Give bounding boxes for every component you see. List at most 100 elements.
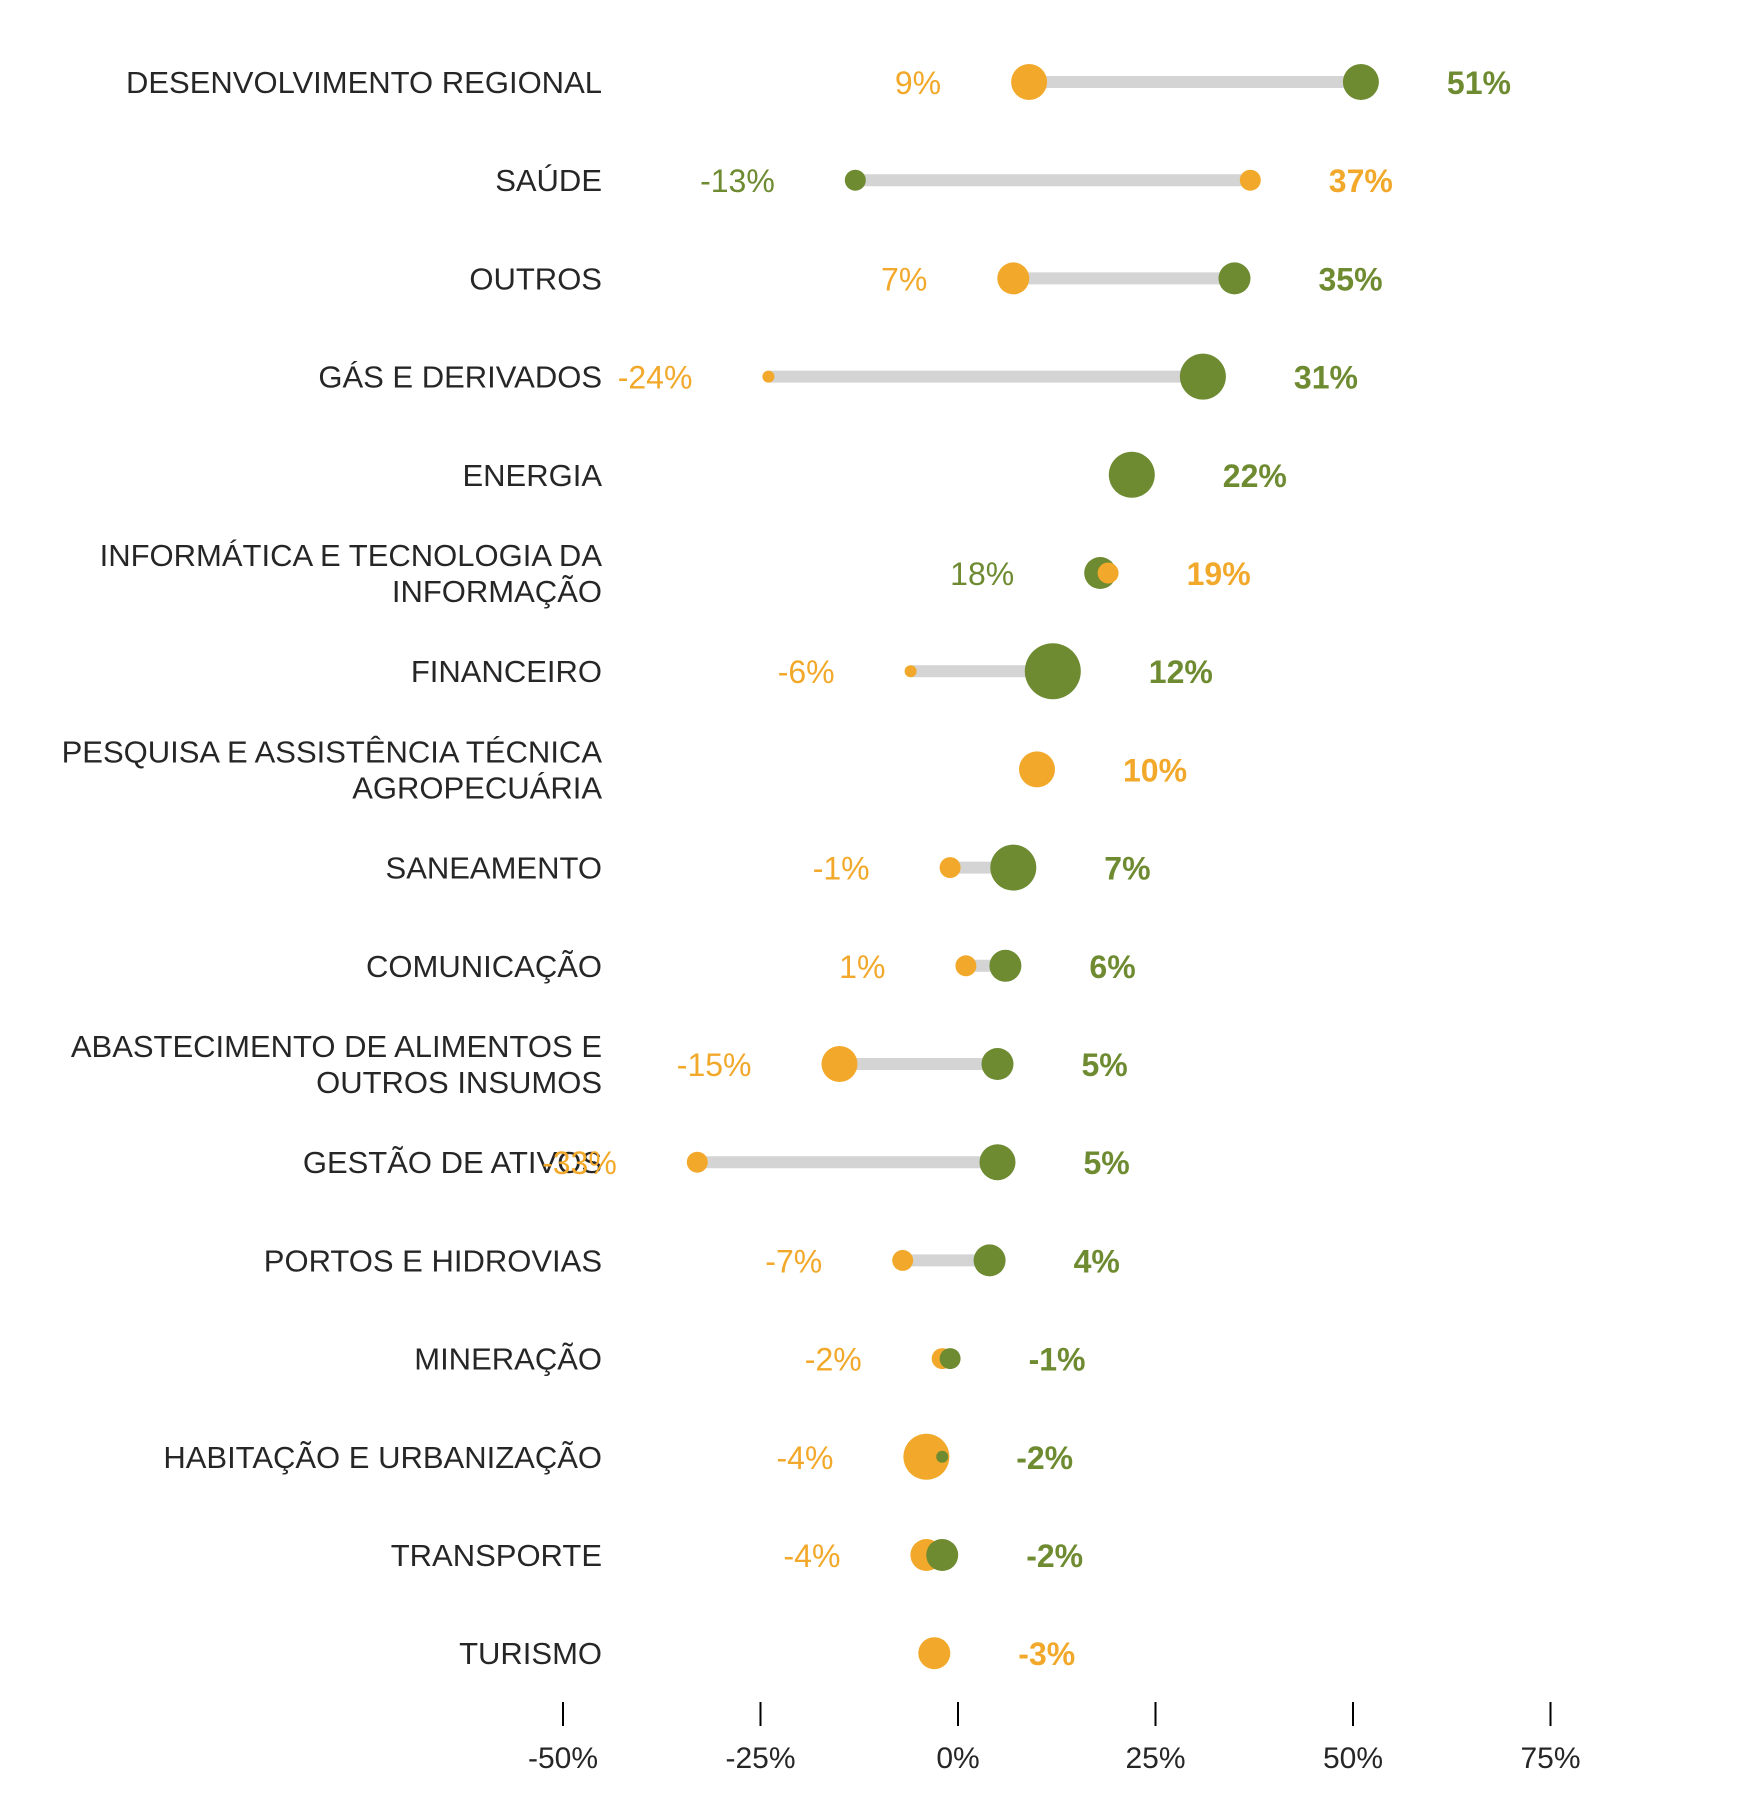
green-value-label: 31% [1294, 360, 1358, 396]
orange-dot [997, 262, 1030, 295]
x-tick-label: -50% [528, 1742, 598, 1775]
category-label: OUTROS [469, 261, 602, 296]
orange-value-label: -4% [776, 1440, 833, 1476]
category-label: PESQUISA E ASSISTÊNCIA TÉCNICA [62, 734, 603, 769]
green-value-label: 51% [1447, 65, 1511, 101]
chart-row: SAÚDE -13% 37% [495, 163, 1393, 199]
chart-row: SANEAMENTO -1% 7% [386, 844, 1151, 891]
x-tick-label: 25% [1125, 1742, 1185, 1775]
category-label: MINERAÇÃO [414, 1342, 602, 1377]
green-value-label: 5% [1084, 1145, 1130, 1181]
green-dot [1024, 643, 1081, 700]
orange-dot [903, 1433, 950, 1480]
category-label: DESENVOLVIMENTO REGIONAL [126, 65, 602, 100]
chart-row: OUTROS 7% 35% [469, 261, 1382, 297]
chart-row: TRANSPORTE -4% -2% [391, 1538, 1083, 1574]
category-label: PORTOS E HIDROVIAS [264, 1243, 602, 1278]
orange-dot [1011, 64, 1048, 100]
orange-dot [1019, 751, 1055, 788]
chart-row: GESTÃO DE ATIVOS-33% 5% [303, 1144, 1130, 1181]
green-value-label: 22% [1223, 458, 1287, 494]
green-value-label: 18% [950, 556, 1014, 592]
orange-dot [686, 1151, 708, 1173]
orange-dot [955, 955, 977, 977]
chart-row: PESQUISA E ASSISTÊNCIA TÉCNICAAGROPECUÁR… [62, 734, 1187, 805]
chart-row: MINERAÇÃO -2% -1% [414, 1342, 1085, 1378]
category-label: AGROPECUÁRIA [352, 770, 602, 805]
chart-row: FINANCEIRO -6% 12% [411, 643, 1213, 700]
chart-row: GÁS E DERIVADOS -24% 31% [318, 353, 1358, 400]
orange-value-label: -7% [765, 1243, 822, 1279]
orange-value-label: -2% [805, 1342, 862, 1378]
orange-dot [762, 370, 775, 383]
category-label: SANEAMENTO [386, 851, 602, 886]
x-axis: -50% -25% 0% 25% 50% 75% [528, 1702, 1581, 1775]
orange-value-label: -24% [618, 360, 693, 396]
orange-value-label: -15% [677, 1047, 752, 1083]
orange-dot [892, 1249, 914, 1271]
category-label: ABASTECIMENTO DE ALIMENTOS E [71, 1029, 602, 1064]
green-value-label: 4% [1074, 1243, 1120, 1279]
category-label: FINANCEIRO [411, 654, 602, 689]
orange-value-label: 19% [1187, 556, 1251, 592]
orange-dot [1239, 169, 1261, 191]
category-label: GESTÃO DE ATIVOS [303, 1145, 602, 1180]
green-value-label: -13% [700, 163, 775, 199]
orange-value-label: -3% [1018, 1636, 1075, 1672]
category-label: COMUNICAÇÃO [366, 949, 602, 984]
chart-row: PORTOS E HIDROVIAS -7% 4% [264, 1243, 1120, 1279]
x-tick-label: -25% [725, 1742, 795, 1775]
orange-value-label: -1% [813, 851, 870, 887]
category-label: ENERGIA [462, 458, 602, 493]
category-label: TURISMO [459, 1636, 602, 1671]
green-value-label: 35% [1319, 261, 1383, 297]
orange-value-label: 7% [881, 261, 927, 297]
green-dot [981, 1048, 1014, 1080]
category-label: INFORMAÇÃO [392, 574, 602, 609]
category-label: TRANSPORTE [391, 1538, 602, 1573]
green-dot [926, 1539, 959, 1571]
orange-value-label: -6% [778, 654, 835, 690]
green-dot [973, 1244, 1006, 1277]
chart-row: HABITAÇÃO E URBANIZAÇÃO -4% -2% [163, 1433, 1073, 1480]
category-label: OUTROS INSUMOS [316, 1065, 602, 1100]
orange-value-label: 9% [895, 65, 941, 101]
green-dot [979, 1144, 1016, 1181]
green-value-label: 12% [1149, 654, 1213, 690]
green-value-label: 7% [1104, 851, 1150, 887]
orange-value-label: 37% [1329, 163, 1393, 199]
category-label: INFORMÁTICA E TECNOLOGIA DA [100, 538, 603, 573]
green-dot [990, 844, 1037, 891]
orange-dot [1097, 562, 1119, 584]
category-label: HABITAÇÃO E URBANIZAÇÃO [163, 1440, 602, 1475]
category-label: SAÚDE [495, 163, 602, 198]
orange-value-label: 10% [1123, 752, 1187, 788]
green-value-label: 6% [1089, 949, 1135, 985]
orange-value-label: -33% [542, 1145, 617, 1181]
x-tick-label: 50% [1323, 1742, 1383, 1775]
orange-dot [918, 1637, 951, 1670]
green-dot [1179, 353, 1226, 400]
chart-row: COMUNICAÇÃO 1% 6% [366, 949, 1136, 985]
green-value-label: -2% [1016, 1440, 1073, 1476]
chart-rows: DESENVOLVIMENTO REGIONAL 9% 51% SAÚDE -13% 37… [62, 64, 1511, 1672]
chart-row: TURISMO -3% [459, 1636, 1075, 1672]
green-dot [1342, 64, 1379, 100]
x-tick-label: 75% [1520, 1742, 1580, 1775]
green-dot [989, 949, 1022, 982]
green-dot [1218, 262, 1251, 295]
orange-dot [904, 665, 917, 678]
green-value-label: -2% [1026, 1538, 1083, 1574]
category-label: GÁS E DERIVADOS [318, 360, 602, 395]
green-dot [844, 169, 866, 191]
green-dot [936, 1450, 949, 1463]
orange-value-label: 1% [839, 949, 885, 985]
green-dot [939, 1348, 961, 1370]
x-tick-label: 0% [936, 1742, 979, 1775]
orange-dot [939, 857, 961, 879]
chart-row: DESENVOLVIMENTO REGIONAL 9% 51% [126, 64, 1511, 101]
green-value-label: 5% [1082, 1047, 1128, 1083]
